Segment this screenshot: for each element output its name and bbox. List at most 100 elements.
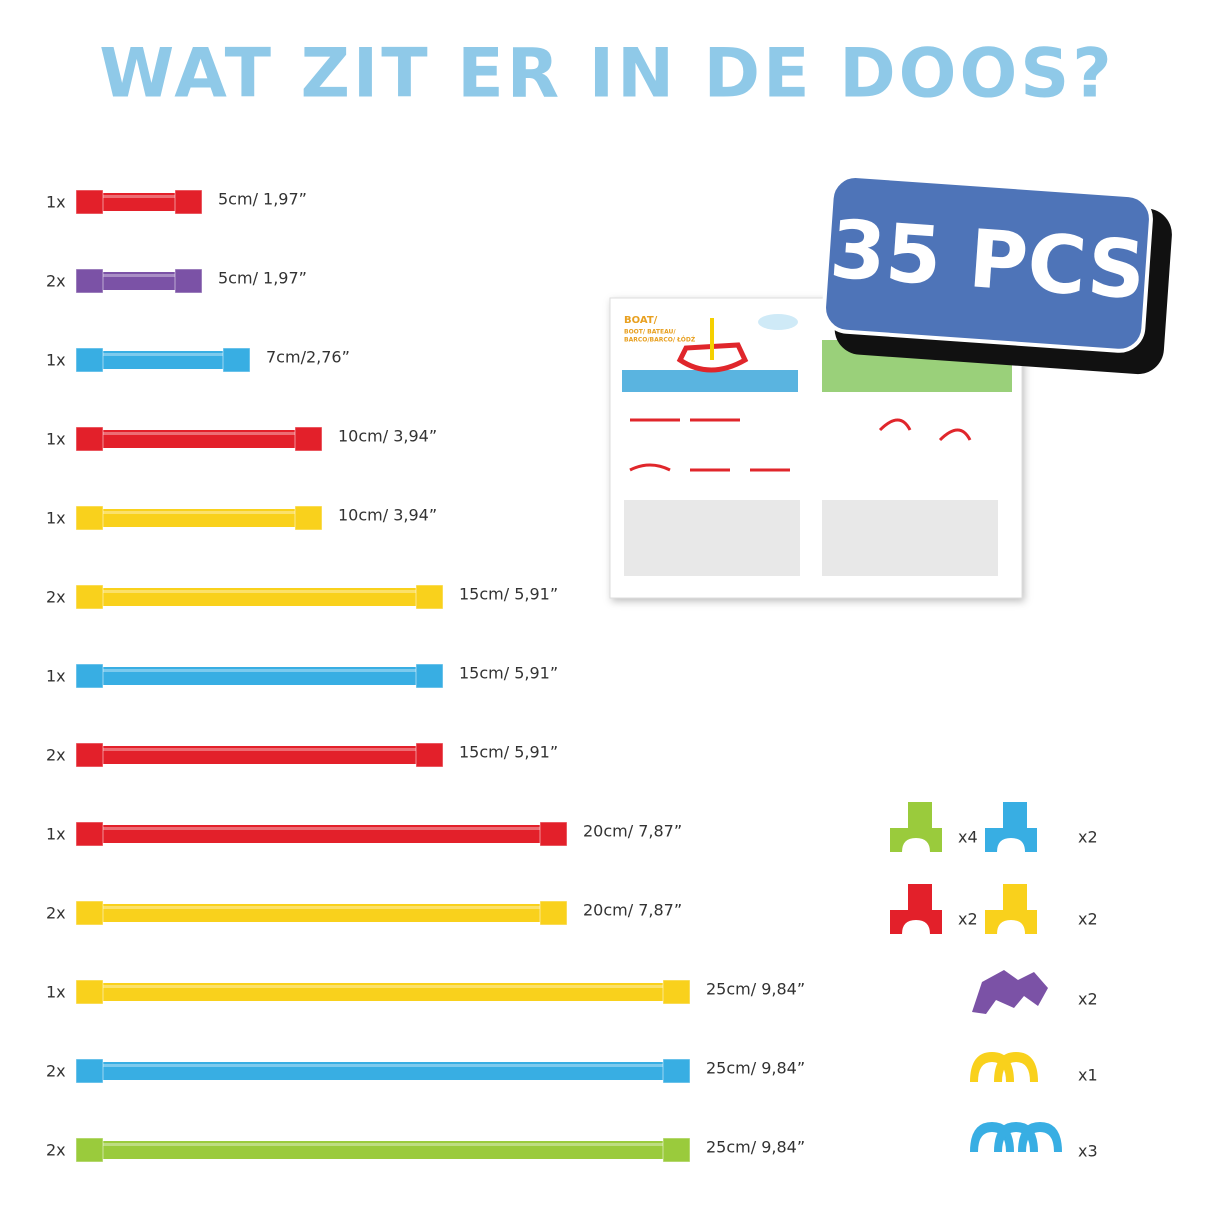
- rod-shine: [103, 353, 223, 356]
- quantity: 1x: [46, 509, 66, 528]
- connector-quantity: x2: [1078, 828, 1098, 847]
- rod-row: 1x 7cm/2,76”: [46, 347, 350, 373]
- rod-end: [75, 1137, 104, 1163]
- connector: x2: [985, 884, 1098, 934]
- rod-shine: [103, 1143, 663, 1146]
- badge: 35 PCS: [822, 174, 1172, 375]
- rod: [76, 509, 322, 527]
- size: 7cm/2,76”: [266, 348, 350, 367]
- quantity: 1x: [46, 193, 66, 212]
- connector-quantity: x2: [1078, 910, 1098, 929]
- rod-shine: [103, 906, 540, 909]
- rod-row: 1x 5cm/ 1,97”: [46, 189, 307, 215]
- water: [622, 370, 798, 392]
- rod: [76, 588, 443, 606]
- connector: x2: [890, 884, 978, 934]
- rod: [76, 193, 202, 211]
- rod-end: [75, 663, 104, 689]
- connector: x1: [970, 1052, 1098, 1085]
- rod-end: [662, 979, 691, 1005]
- rod-row: 2x 25cm/ 9,84”: [46, 1137, 805, 1163]
- rod-row: 2x 25cm/ 9,84”: [46, 1058, 805, 1084]
- steps: [629, 418, 972, 472]
- quantity: 2x: [46, 904, 66, 923]
- badge-body: [822, 174, 1153, 353]
- connector-arch: [994, 1052, 1038, 1082]
- rod-shine: [103, 274, 175, 277]
- rod: [76, 667, 443, 685]
- quantity: 1x: [46, 351, 66, 370]
- boat: [676, 342, 749, 373]
- rod-end: [174, 189, 203, 215]
- rod-shine: [103, 748, 416, 751]
- size: 20cm/ 7,87”: [583, 822, 682, 841]
- rod-end: [75, 979, 104, 1005]
- badge-text: 35 PCS: [827, 203, 1148, 318]
- rod: [76, 904, 567, 922]
- quantity: 2x: [46, 588, 66, 607]
- quantity: 2x: [46, 1141, 66, 1160]
- quantity: 2x: [46, 746, 66, 765]
- rod-row: 1x 10cm/ 3,94”: [46, 426, 437, 452]
- connector-piece: [972, 970, 1048, 1014]
- rod-end: [75, 268, 104, 294]
- rod: [76, 430, 322, 448]
- rod-row: 1x 25cm/ 9,84”: [46, 979, 805, 1005]
- size: 15cm/ 5,91”: [459, 664, 558, 683]
- rod-row: 2x 15cm/ 5,91”: [46, 742, 558, 768]
- title: WAT ZIT ER IN DE DOOS?: [99, 35, 1114, 114]
- connector: x4: [890, 802, 978, 852]
- size: 20cm/ 7,87”: [583, 901, 682, 920]
- rod-end: [415, 742, 444, 768]
- rod-end: [75, 821, 104, 847]
- rod: [76, 825, 567, 843]
- rod-shine: [103, 827, 540, 830]
- connector-quantity: x1: [1078, 1066, 1098, 1085]
- rods: 1x 5cm/ 1,97” 2x 5cm/ 1,97” 1x 7cm/2,76” 1x 10c…: [46, 189, 805, 1163]
- size: 5cm/ 1,97”: [218, 269, 307, 288]
- connector: x3: [970, 1122, 1098, 1161]
- rod-end: [294, 426, 323, 452]
- rod-end: [662, 1137, 691, 1163]
- rod-end: [294, 505, 323, 531]
- size: 15cm/ 5,91”: [459, 585, 558, 604]
- rod-row: 1x 10cm/ 3,94”: [46, 505, 437, 531]
- rod-end: [415, 663, 444, 689]
- rod-end: [222, 347, 251, 373]
- connector: x2: [972, 970, 1098, 1014]
- parts-box: [822, 500, 998, 576]
- rod-row: 2x 20cm/ 7,87”: [46, 900, 682, 926]
- size: 10cm/ 3,94”: [338, 427, 437, 446]
- connector-piece: [985, 884, 1037, 934]
- quantity: 1x: [46, 825, 66, 844]
- rod-end: [174, 268, 203, 294]
- rod-end: [75, 742, 104, 768]
- rod-end: [75, 584, 104, 610]
- rod-end: [75, 426, 104, 452]
- rod-shine: [103, 195, 175, 198]
- rod-shine: [103, 669, 416, 672]
- quantity: 2x: [46, 272, 66, 291]
- rod: [76, 1062, 690, 1080]
- rod-row: 2x 5cm/ 1,97”: [46, 268, 307, 294]
- rod-row: 2x 15cm/ 5,91”: [46, 584, 558, 610]
- connector-arch: [1018, 1122, 1062, 1152]
- rod-row: 1x 20cm/ 7,87”: [46, 821, 682, 847]
- rod: [76, 1141, 690, 1159]
- rod-end: [75, 347, 104, 373]
- rod-end: [415, 584, 444, 610]
- rod-shine: [103, 590, 416, 593]
- rod-shine: [103, 1064, 663, 1067]
- size: 5cm/ 1,97”: [218, 190, 307, 209]
- rod-end: [662, 1058, 691, 1084]
- quantity: 1x: [46, 430, 66, 449]
- rod-end: [539, 900, 568, 926]
- connector-quantity: x4: [958, 828, 978, 847]
- connector-quantity: x2: [958, 910, 978, 929]
- connector-piece: [985, 802, 1037, 852]
- quantity: 1x: [46, 983, 66, 1002]
- rod-end: [75, 505, 104, 531]
- rod: [76, 351, 250, 369]
- connector-piece: [890, 802, 942, 852]
